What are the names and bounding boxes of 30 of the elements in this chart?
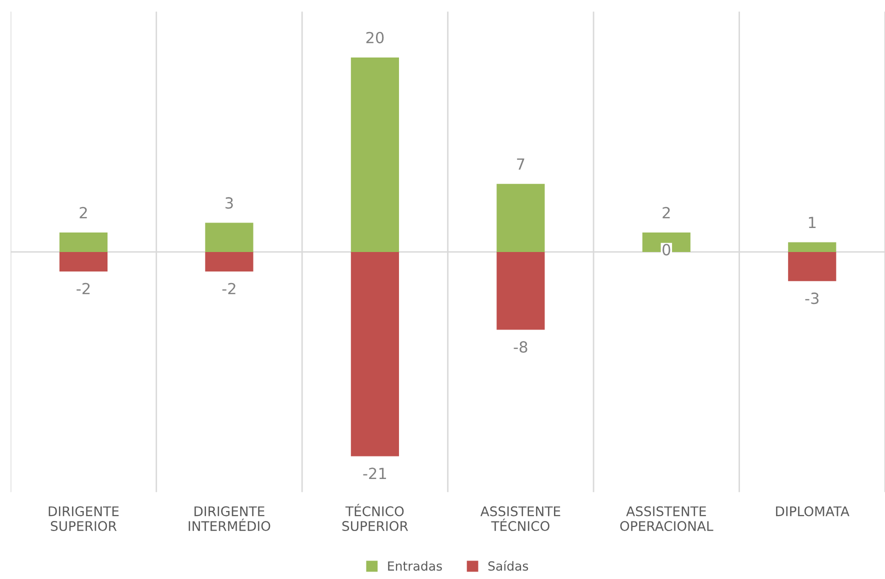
data-label: 0 <box>662 244 670 256</box>
bar <box>496 184 545 252</box>
x-tick-label: ASSISTENTE TÉCNICO <box>480 506 560 532</box>
data-label: 2 <box>662 206 670 218</box>
data-label: -2 <box>222 282 236 294</box>
x-tick-label: DIRIGENTE INTERMÉDIO <box>188 506 270 532</box>
data-label: -21 <box>363 468 386 479</box>
bar <box>205 252 254 272</box>
data-label: 3 <box>226 197 233 209</box>
x-tick-label: DIPLOMATA <box>776 506 850 516</box>
data-label: 20 <box>366 32 384 44</box>
data-label: -3 <box>805 292 819 304</box>
x-tick-label: TÉCNICO SUPERIOR <box>342 504 408 532</box>
data-label: 2 <box>80 206 87 218</box>
data-label: -2 <box>76 282 90 294</box>
legend-label: Saídas <box>488 560 528 571</box>
bar <box>59 252 108 272</box>
x-tick-label: DIRIGENTE SUPERIOR <box>48 506 119 532</box>
bar <box>350 57 399 252</box>
bar <box>205 222 254 252</box>
bar <box>59 232 108 252</box>
data-label: -8 <box>514 341 528 353</box>
x-tick-label: ASSISTENTE OPERACIONAL <box>620 506 714 532</box>
bar <box>496 252 545 330</box>
data-label: 7 <box>517 158 524 170</box>
data-label: 1 <box>808 216 816 228</box>
bar <box>350 252 399 456</box>
bar <box>788 252 836 282</box>
bar <box>788 242 836 252</box>
legend-label: Entradas <box>388 561 442 571</box>
